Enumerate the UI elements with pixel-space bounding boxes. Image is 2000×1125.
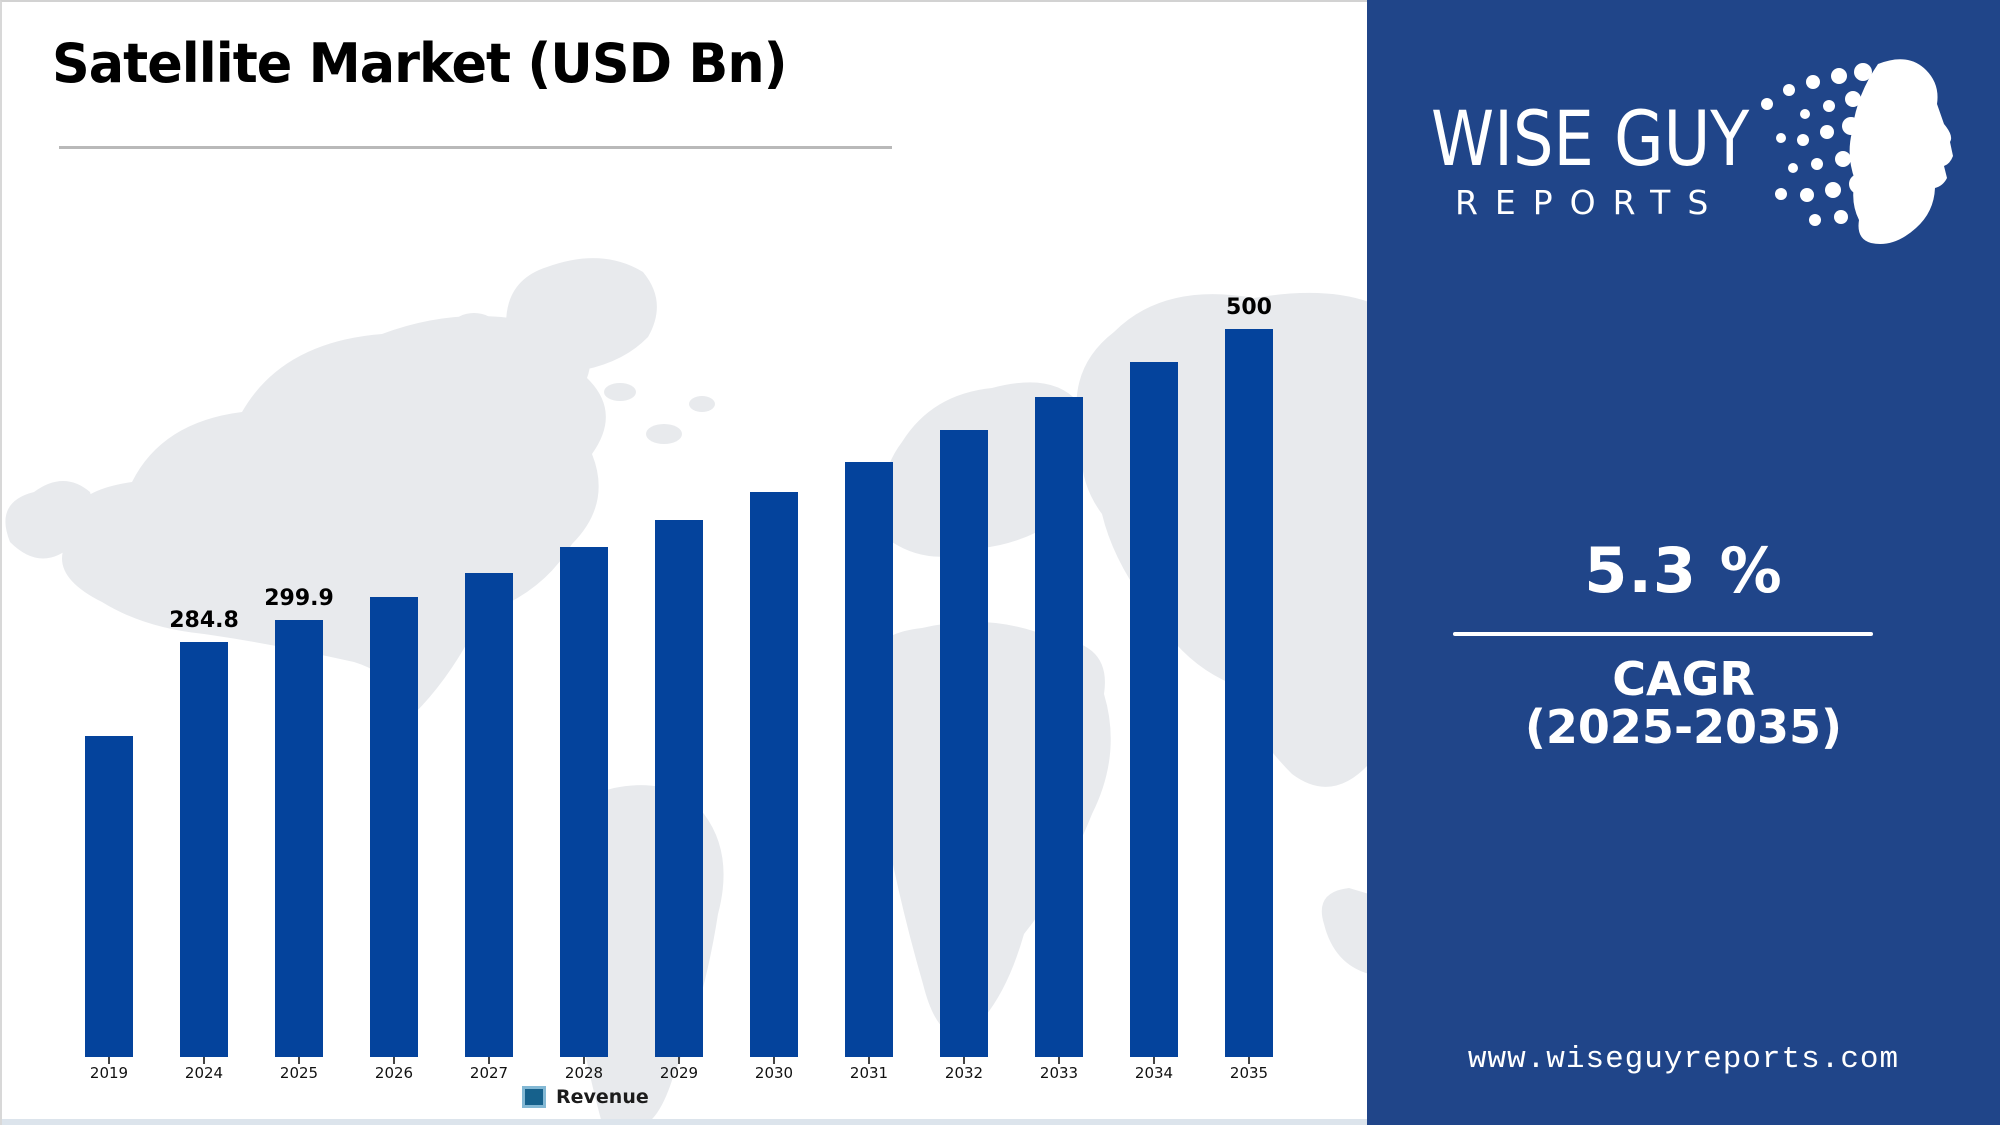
bar-2031 [845,462,893,1057]
website-url: www.wiseguyreports.com [1467,1042,1900,1077]
cagr-period: (2025-2035) [1524,700,1843,754]
x-axis-label-2026: 2026 [374,1064,414,1082]
bottom-strip [2,1119,1369,1125]
x-axis-label-2030: 2030 [754,1064,794,1082]
bar-2029 [655,520,703,1057]
cagr-value: 5.3 % [1584,534,1783,607]
x-axis-tick-2029 [678,1057,680,1064]
wise-guy-head-logo-icon [1761,59,1953,245]
revenue-legend-label: Revenue [556,1086,649,1108]
bar-2032 [940,430,988,1057]
x-axis-tick-2028 [583,1057,585,1064]
x-axis-label-2025: 2025 [279,1064,319,1082]
x-axis-label-2027: 2027 [469,1064,509,1082]
brand-subname: REPORTS [1455,183,1726,222]
x-axis-tick-2019 [108,1057,110,1064]
x-axis-label-2031: 2031 [849,1064,889,1082]
x-axis-label-2028: 2028 [564,1064,604,1082]
x-axis-tick-2027 [488,1057,490,1064]
x-axis-tick-2030 [773,1057,775,1064]
x-axis-label-2029: 2029 [659,1064,699,1082]
x-axis-label-2024: 2024 [184,1064,224,1082]
bar-2028 [560,547,608,1057]
bar-2030 [750,492,798,1057]
chart-title: Satellite Market (USD Bn) [52,32,788,95]
x-axis-tick-2025 [298,1057,300,1064]
sidebar-divider [1453,632,1873,636]
x-axis-tick-2031 [868,1057,870,1064]
x-axis-tick-2024 [203,1057,205,1064]
x-axis-tick-2033 [1058,1057,1060,1064]
bar-value-label-2024: 284.8 [169,608,239,633]
x-axis-tick-2035 [1248,1057,1250,1064]
title-underline [59,146,892,149]
x-axis-label-2019: 2019 [89,1064,129,1082]
bar-2034 [1130,362,1178,1057]
bar-2033 [1035,397,1083,1057]
brand-name: WISE GUY [1431,94,1750,183]
bar-2026 [370,597,418,1057]
bar-2019 [85,736,133,1057]
x-axis-label-2034: 2034 [1134,1064,1174,1082]
x-axis-tick-2026 [393,1057,395,1064]
brand-sidebar: WISE GUY REPORTS 5.3 % CAGR (2025-2035) [1367,0,2000,1125]
bar-2027 [465,573,513,1057]
bar-2024 [180,642,228,1057]
cagr-label: CAGR [1612,652,1755,706]
x-axis-label-2032: 2032 [944,1064,984,1082]
bar-value-label-2025: 299.9 [264,586,334,611]
revenue-legend-swatch [522,1086,546,1108]
chart-legend: Revenue [522,1086,649,1108]
bar-2035 [1225,329,1273,1057]
x-axis-tick-2034 [1153,1057,1155,1064]
x-axis-label-2035: 2035 [1229,1064,1269,1082]
x-axis-label-2033: 2033 [1039,1064,1079,1082]
x-axis-tick-2032 [963,1057,965,1064]
bar-2025 [275,620,323,1057]
bar-value-label-2035: 500 [1226,295,1272,320]
chart-panel: Satellite Market (USD Bn) 2019 284.8 2024 2… [0,0,1369,1125]
